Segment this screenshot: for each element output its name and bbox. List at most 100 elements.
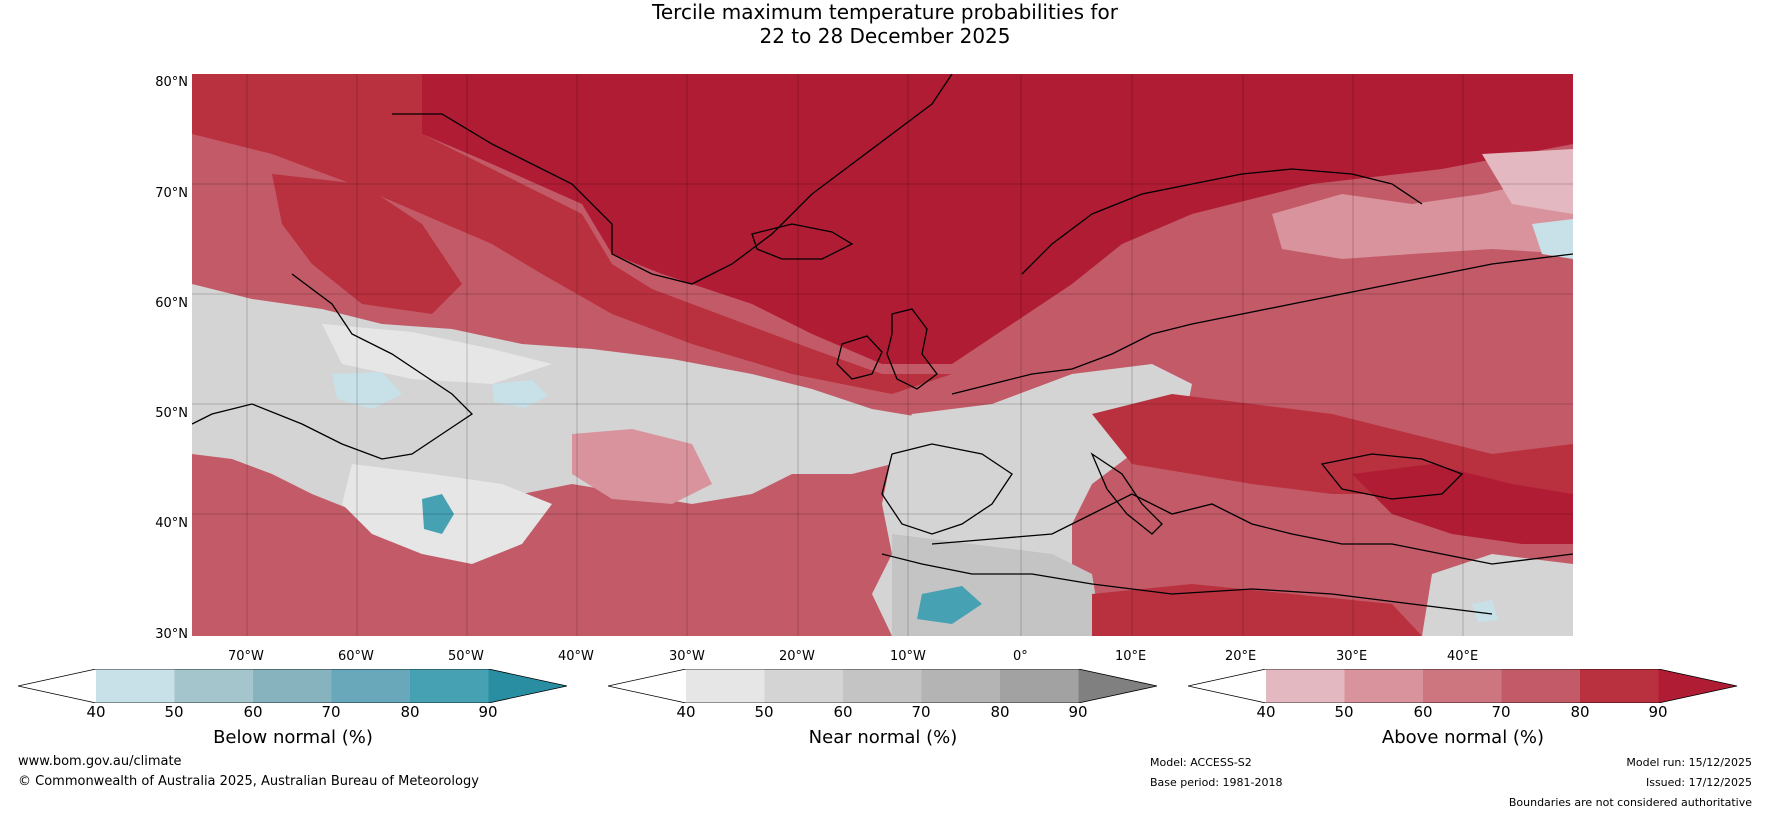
region-above-80-central-europe xyxy=(1092,394,1573,544)
footer-issued: Issued: 17/12/2025 xyxy=(1645,776,1752,789)
lon-label-10w: 10°W xyxy=(890,649,926,664)
near-outline xyxy=(608,669,1158,703)
below-swatch-50-60 xyxy=(174,669,253,703)
footer-base-period: Base period: 1981-2018 xyxy=(1150,776,1283,789)
below-tick-90: 90 xyxy=(478,703,498,721)
below-tick-50: 50 xyxy=(164,703,184,721)
coastline-scandinavia xyxy=(1021,168,1423,275)
map-title: Tercile maximum temperature probabilitie… xyxy=(0,0,1770,48)
near-swatch-60-70 xyxy=(843,669,922,703)
lon-label-70w: 70°W xyxy=(228,649,264,664)
above-colorbar-title: Above normal (%) xyxy=(1381,727,1545,748)
lon-label-50w: 50°W xyxy=(448,649,484,664)
near-tick-40: 40 xyxy=(676,703,696,721)
region-below-80-atlantic xyxy=(422,494,454,534)
below-swatch-under xyxy=(18,669,96,703)
near-tick-50: 50 xyxy=(754,703,774,721)
below-swatch-60-70 xyxy=(253,669,332,703)
lat-label-30n: 30°N xyxy=(155,627,188,642)
lat-label-40n: 40°N xyxy=(155,516,188,531)
region-below-50-labrador xyxy=(332,372,402,409)
below-swatch-over xyxy=(488,669,567,703)
lon-label-10e: 10°E xyxy=(1115,649,1147,664)
coastline-north-africa xyxy=(881,553,1493,615)
lon-label-40e: 40°E xyxy=(1447,649,1479,664)
lat-label-80n: 80°N xyxy=(155,75,188,90)
near-swatch-50-60 xyxy=(764,669,843,703)
coastline-italy xyxy=(1090,452,1163,535)
lon-label-30e: 30°E xyxy=(1336,649,1368,664)
region-above-40-north-russia xyxy=(1482,149,1573,214)
above-tick-50: 50 xyxy=(1334,703,1354,721)
below-tick-80: 80 xyxy=(400,703,420,721)
region-near-60-middle-east xyxy=(1422,554,1573,636)
map-title-line2: 22 to 28 December 2025 xyxy=(759,24,1011,48)
near-tick-70: 70 xyxy=(911,703,931,721)
region-above-80-sahara xyxy=(1092,584,1422,636)
coastline-iceland xyxy=(751,223,854,260)
near-tick-80: 80 xyxy=(990,703,1010,721)
above-tick-70: 70 xyxy=(1491,703,1511,721)
lat-label-70n: 70°N xyxy=(155,186,188,201)
below-colorbar-title: Below normal (%) xyxy=(213,727,373,748)
coastlines xyxy=(192,74,1573,615)
region-above-50-patch xyxy=(572,429,712,504)
colorbar-below-normal-swatches xyxy=(18,669,568,703)
colorbar-above-normal-swatches xyxy=(1188,669,1738,703)
near-swatch-80-90 xyxy=(1000,669,1079,703)
near-swatch-over xyxy=(1078,669,1157,703)
map-panel xyxy=(192,74,1573,636)
lat-label-50n: 50°N xyxy=(155,406,188,421)
colorbar-near-normal: 40 50 60 70 80 90 Near normal (%) xyxy=(608,669,1158,759)
above-tick-80: 80 xyxy=(1570,703,1590,721)
below-swatch-80-90 xyxy=(410,669,489,703)
below-swatch-40-50 xyxy=(96,669,175,703)
below-swatch-70-80 xyxy=(331,669,410,703)
coastline-british-isles xyxy=(886,308,938,390)
colorbar-above-normal: 40 50 60 70 80 90 Above normal (%) xyxy=(1188,669,1738,759)
region-above-50-scandinavia xyxy=(1272,174,1573,259)
footer-copyright: © Commonwealth of Australia 2025, Austra… xyxy=(18,774,479,789)
lon-label-0: 0° xyxy=(1013,649,1028,664)
above-swatch-70-80 xyxy=(1501,669,1580,703)
above-swatch-50-60 xyxy=(1344,669,1423,703)
region-above-90-balkans xyxy=(1352,464,1573,544)
coastline-ireland xyxy=(836,335,883,380)
footer-disclaimer: Boundaries are not considered authoritat… xyxy=(1508,796,1752,809)
lon-label-20w: 20°W xyxy=(779,649,815,664)
near-swatch-under xyxy=(608,669,686,703)
graticule xyxy=(192,74,1573,636)
above-swatch-over xyxy=(1658,669,1737,703)
region-below-50-newfoundland xyxy=(492,380,548,408)
near-swatch-40-50 xyxy=(686,669,765,703)
footer-model-run: Model run: 15/12/2025 xyxy=(1626,756,1752,769)
coastline-mediterranean xyxy=(931,493,1573,565)
above-swatch-80-90 xyxy=(1580,669,1659,703)
colorbar-near-normal-swatches xyxy=(608,669,1158,703)
region-above-80-arctic xyxy=(192,74,952,394)
near-swatch-70-80 xyxy=(921,669,1000,703)
footer-website: www.bom.gov.au/climate xyxy=(18,754,182,769)
above-tick-90: 90 xyxy=(1648,703,1668,721)
coastline-black-sea xyxy=(1320,453,1464,500)
region-below-80-morocco xyxy=(917,586,982,624)
coastline-greenland xyxy=(392,74,953,285)
probability-map xyxy=(192,74,1573,636)
colorbar-below-normal: 40 50 60 70 80 90 Below normal (%) xyxy=(18,669,568,759)
map-title-line1: Tercile maximum temperature probabilitie… xyxy=(652,0,1118,24)
region-above-80-greenland-west xyxy=(272,174,462,314)
near-tick-60: 60 xyxy=(833,703,853,721)
below-tick-60: 60 xyxy=(243,703,263,721)
above-swatch-under xyxy=(1188,669,1266,703)
region-above-90-north-atlantic xyxy=(422,74,1573,364)
region-below-50-middle-east xyxy=(1472,600,1498,622)
lon-label-20e: 20°E xyxy=(1225,649,1257,664)
coastline-europe xyxy=(951,253,1573,395)
lat-label-60n: 60°N xyxy=(155,296,188,311)
near-colorbar-title: Near normal (%) xyxy=(808,727,958,748)
near-tick-90: 90 xyxy=(1068,703,1088,721)
lon-label-40w: 40°W xyxy=(558,649,594,664)
region-near-50-patches xyxy=(322,324,552,384)
above-swatch-60-70 xyxy=(1423,669,1502,703)
below-outline xyxy=(18,669,568,703)
